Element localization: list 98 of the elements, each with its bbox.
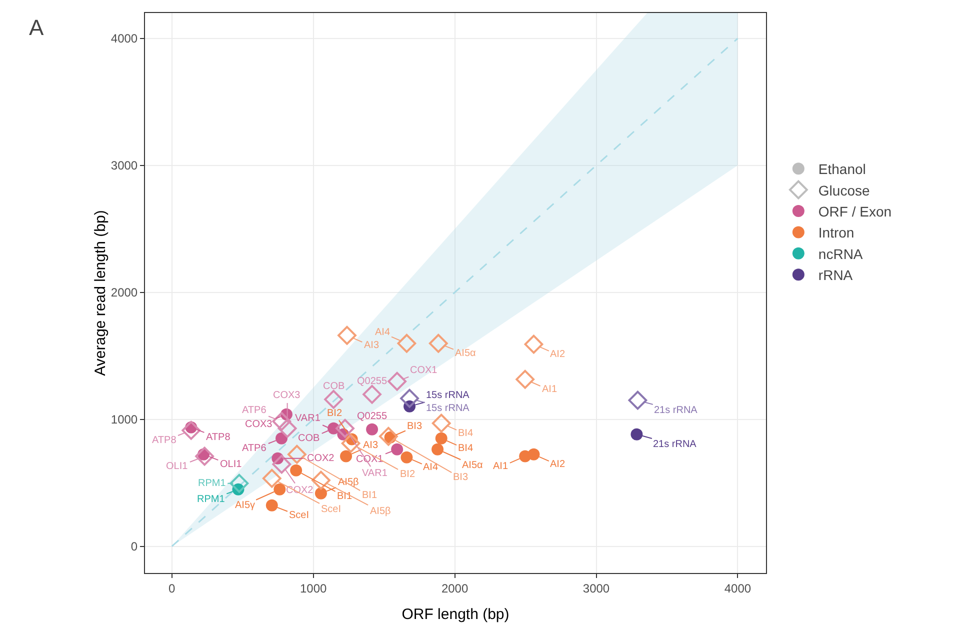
point	[195, 446, 214, 466]
annotation: 21s rRNA	[653, 439, 697, 450]
point	[324, 390, 344, 409]
y-tick-label: 0	[130, 540, 138, 554]
point	[338, 326, 356, 345]
y-tick-label: 4000	[110, 32, 138, 46]
point	[278, 418, 297, 438]
point	[428, 334, 448, 353]
y-tick-label: 3000	[110, 158, 138, 173]
point	[274, 483, 286, 496]
point	[182, 420, 201, 440]
point	[314, 487, 327, 500]
point	[262, 468, 282, 488]
point	[435, 432, 448, 444]
annotation: COB	[298, 433, 320, 444]
annotation: 15s rRNA	[426, 390, 470, 401]
point	[400, 388, 419, 408]
annotation: BI3	[407, 421, 422, 432]
point	[290, 464, 302, 476]
annotation: COX1	[410, 365, 438, 376]
point	[276, 432, 288, 444]
legend-label: rRNA	[818, 267, 854, 284]
x-tick-label: 3000	[582, 581, 610, 596]
annotation: 15s rRNA	[426, 403, 470, 414]
legend-label: Ethanol	[818, 161, 866, 178]
annotation: VAR1	[295, 413, 321, 424]
annotation: RPM1	[197, 494, 226, 505]
point	[266, 499, 278, 512]
annotation: AI1	[542, 384, 558, 395]
annotation: COB	[323, 381, 345, 392]
annotation: AI2	[550, 459, 566, 470]
point	[230, 474, 249, 493]
point	[400, 451, 413, 464]
point	[272, 454, 292, 474]
annotation: AI5β	[370, 506, 392, 517]
legend-label: ncRNA	[818, 246, 864, 262]
annotation: BI1	[337, 491, 352, 502]
annotation: ATP6	[242, 405, 267, 416]
point	[312, 470, 330, 490]
annotation: BI3	[453, 472, 468, 483]
annotation: COX2	[307, 453, 335, 464]
point	[432, 443, 444, 456]
annotation: Q0255	[357, 411, 388, 422]
point	[391, 443, 404, 456]
annotation: AI1	[493, 461, 508, 472]
annotation: AI3	[364, 340, 380, 351]
point	[340, 450, 352, 462]
annotation: OLI1	[220, 459, 242, 470]
point	[628, 390, 648, 410]
annotation: AI3	[363, 440, 378, 451]
y-tick-label: 1000	[110, 412, 138, 427]
annotation: ATP6	[242, 443, 267, 454]
annotation: COX3	[273, 390, 301, 401]
annotation: VAR1	[362, 468, 388, 479]
point	[341, 434, 360, 453]
legend-label: Glucose	[818, 182, 870, 198]
point	[516, 370, 535, 389]
chart-title: A	[29, 15, 44, 40]
x-tick-label: 2000	[441, 581, 468, 596]
annotation: AI5α	[462, 460, 484, 471]
point	[432, 414, 451, 433]
point	[287, 444, 306, 464]
annotation: OLI1	[166, 461, 188, 472]
x-tick-label: 4000	[724, 581, 752, 596]
y-tick-label: 2000	[110, 286, 138, 300]
annotation: AI2	[550, 349, 566, 360]
point	[379, 426, 398, 446]
x-axis-title: ORF length (bp)	[402, 606, 510, 623]
annotation: SceI	[321, 504, 342, 515]
legend-label: Intron	[818, 224, 854, 241]
y-axis-title: Average read length (bp)	[92, 210, 109, 376]
point	[524, 334, 544, 354]
point	[630, 428, 643, 440]
annotation: BI1	[362, 490, 378, 501]
annotation: BI2	[400, 469, 416, 480]
annotation: BI4	[458, 428, 474, 439]
legend-label: ORF / Exon	[818, 203, 892, 220]
annotation: BI4	[458, 443, 474, 454]
point	[366, 423, 378, 436]
point	[528, 448, 540, 460]
point	[397, 334, 416, 353]
annotation: AI5α	[455, 348, 476, 359]
annotation: AI4	[375, 327, 390, 338]
point	[388, 372, 407, 391]
annotation: 21s rRNA	[654, 405, 698, 416]
annotation: ATP8	[152, 435, 177, 446]
annotation: Q0255	[357, 376, 388, 387]
point	[272, 412, 292, 431]
point	[362, 384, 382, 404]
annotation: SceI	[289, 510, 310, 521]
annotation: AI5γ	[235, 500, 256, 511]
annotation: COX3	[245, 419, 273, 430]
annotation: AI4	[423, 462, 438, 473]
annotation: ATP8	[206, 432, 231, 443]
x-tick-label: 1000	[300, 581, 327, 596]
x-tick-label: 0	[168, 581, 176, 596]
annotation: BI2	[327, 408, 342, 419]
annotation: RPM1	[198, 478, 226, 489]
